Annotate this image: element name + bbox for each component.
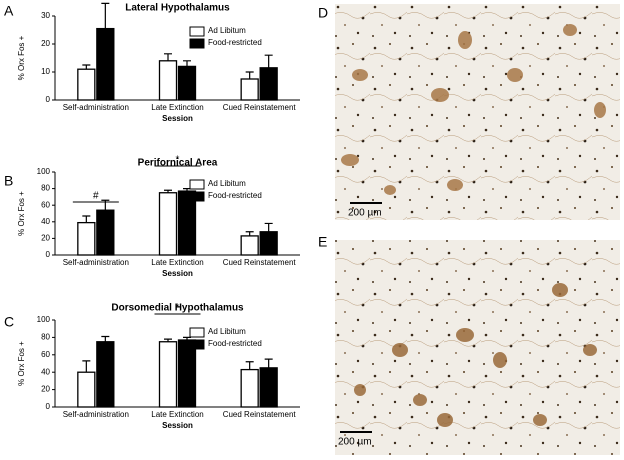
error-bar: [245, 71, 254, 79]
y-tick-label: 20: [41, 385, 50, 394]
legend-label: Food-restricted: [208, 191, 262, 200]
annotation: #: [93, 191, 99, 202]
error-bar: [245, 231, 254, 236]
bar: [158, 60, 178, 101]
legend-swatch: [189, 179, 205, 190]
chart-title: Perifornical Area: [138, 158, 218, 169]
error-bar: [245, 361, 254, 370]
y-tick-label: 40: [41, 217, 50, 226]
scale-bar-label: 200 µm: [338, 437, 372, 448]
bar: [259, 367, 278, 408]
bar: [259, 67, 278, 101]
legend-label: Ad Libitum: [208, 179, 246, 188]
legend-swatch: [189, 26, 205, 37]
panel-label: E: [318, 234, 327, 250]
error-bar: [101, 2, 110, 29]
x-tick-label: Late Extinction: [151, 258, 203, 267]
x-axis-label: Session: [162, 114, 193, 123]
bar: [177, 339, 197, 408]
error-bar: [264, 358, 273, 368]
y-tick-label: 0: [46, 250, 51, 259]
x-tick-label: Cued Reinstatement: [223, 258, 297, 267]
bar: [158, 341, 178, 408]
legend-label: Ad Libitum: [208, 327, 246, 336]
y-tick-label: 30: [41, 11, 50, 20]
bar: [240, 78, 259, 101]
bar: [77, 68, 96, 101]
error-bar: [183, 60, 191, 67]
y-tick-label: 0: [46, 95, 51, 104]
chart-title: Lateral Hypothalamus: [125, 3, 230, 14]
legend-swatch: [189, 38, 205, 49]
legend-label: Food-restricted: [208, 339, 262, 348]
x-axis-label: Session: [162, 421, 193, 430]
bar: [240, 368, 259, 408]
y-tick-label: 40: [41, 367, 50, 376]
y-axis-label: % Orx Fos +: [17, 35, 26, 80]
x-tick-label: Self-administration: [63, 103, 129, 112]
x-tick-label: Cued Reinstatement: [223, 410, 297, 419]
y-tick-label: 60: [41, 350, 50, 359]
error-bar: [264, 54, 273, 68]
y-tick-label: 0: [46, 402, 51, 411]
annotation: *: [176, 155, 180, 166]
error-bar: [82, 64, 91, 70]
y-tick-label: 80: [41, 184, 50, 193]
bar: [96, 27, 115, 101]
x-tick-label: Cued Reinstatement: [223, 103, 297, 112]
x-tick-label: Self-administration: [63, 410, 129, 419]
error-bar: [264, 222, 273, 232]
panel-label: D: [318, 5, 328, 21]
y-axis-label: % Orx Fos +: [17, 191, 26, 236]
x-tick-label: Self-administration: [63, 258, 129, 267]
chart-title: Dorsomedial Hypothalamus: [111, 303, 244, 314]
micrograph: 200 µm: [335, 240, 620, 455]
legend-label: Food-restricted: [208, 38, 262, 47]
bar: [96, 209, 115, 256]
bar: [96, 341, 115, 408]
panel-label: C: [4, 314, 14, 330]
bar: [240, 235, 259, 256]
y-tick-label: 20: [41, 234, 50, 243]
x-tick-label: Late Extinction: [151, 410, 203, 419]
y-tick-label: 80: [41, 333, 50, 342]
y-tick-label: 10: [41, 67, 50, 76]
legend-swatch: [189, 191, 205, 202]
error-bar: [164, 338, 172, 342]
x-axis-label: Session: [162, 269, 193, 278]
legend-swatch: [189, 327, 205, 338]
y-tick-label: 20: [41, 39, 50, 48]
bar: [77, 371, 96, 408]
y-axis-label: % Orx Fos +: [17, 341, 26, 386]
bar: [177, 65, 197, 101]
legend-swatch: [189, 339, 205, 350]
error-bar: [82, 360, 91, 373]
panel-label: B: [4, 173, 13, 189]
panel-label: A: [4, 3, 14, 19]
bar: [158, 192, 178, 256]
y-tick-label: 100: [37, 167, 51, 176]
bar: [259, 231, 278, 256]
scale-bar-label: 200 µm: [348, 208, 382, 219]
error-bar: [82, 215, 91, 223]
y-tick-label: 60: [41, 200, 50, 209]
error-bar: [101, 335, 110, 342]
y-tick-label: 100: [37, 315, 51, 324]
bar: [77, 221, 96, 256]
error-bar: [164, 53, 172, 61]
legend-label: Ad Libitum: [208, 26, 246, 35]
annotation: *: [176, 303, 180, 314]
error-bar: [164, 189, 172, 193]
micrograph: 200 µm: [335, 4, 620, 220]
x-tick-label: Late Extinction: [151, 103, 203, 112]
